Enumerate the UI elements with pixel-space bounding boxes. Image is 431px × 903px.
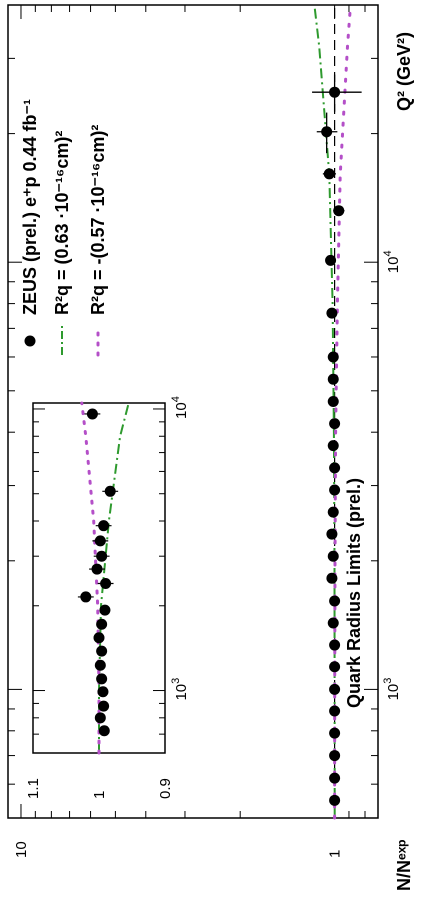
- plot-frame: [7, 4, 379, 819]
- inset-curve-positive-radius: [98, 402, 130, 753]
- x-axis-label: Q² (GeV²): [394, 32, 414, 111]
- data-point: [329, 705, 341, 717]
- inset-data-point: [94, 659, 106, 671]
- data-point: [329, 772, 341, 784]
- data-point: [326, 528, 338, 540]
- inset-data-point: [96, 645, 108, 657]
- data-point: [323, 168, 335, 180]
- inset-y-tick-label: 1: [91, 791, 108, 799]
- legend-label: ZEUS (prel.) e⁺p 0.44 fb⁻¹: [20, 99, 40, 315]
- y-tick-label: 10: [13, 841, 30, 858]
- inset-data-point: [91, 563, 103, 575]
- x-tick-label: 103: [382, 678, 402, 701]
- y-axis-label: N/Nᵉˣᵖ: [394, 840, 414, 891]
- legend-marker-data: [24, 335, 36, 347]
- data-point: [327, 617, 339, 629]
- data-point: [327, 550, 339, 562]
- inset-data-point: [96, 618, 108, 630]
- data-point: [333, 205, 345, 217]
- data-point: [329, 484, 341, 496]
- data-point: [329, 639, 341, 651]
- data-point: [327, 506, 339, 518]
- inset-data-point: [98, 700, 110, 712]
- data-point: [327, 373, 339, 385]
- curve-negative-radius: [333, 3, 352, 820]
- data-point: [329, 418, 341, 430]
- data-point: [329, 794, 341, 806]
- data-point: [329, 595, 341, 607]
- inset-data-point: [80, 591, 92, 603]
- inset-data-point: [93, 632, 105, 644]
- data-point: [326, 572, 338, 584]
- inset-data-point: [96, 550, 108, 562]
- inset-data-point: [96, 673, 108, 685]
- data-point: [325, 254, 337, 266]
- y-tick-label: 1: [327, 850, 344, 858]
- inset-data-point: [94, 712, 106, 724]
- main-title: Quark Radius Limits (prel.): [344, 478, 364, 708]
- data-point: [327, 395, 339, 407]
- x-tick-label: 104: [382, 250, 402, 273]
- data-point: [329, 661, 341, 673]
- inset-y-tick-label: 0.9: [157, 778, 174, 799]
- legend-label: R²q = (0.63 ·10⁻¹⁶cm)²: [52, 131, 72, 315]
- inset-data-point: [97, 686, 109, 698]
- inset-data-point: [98, 725, 110, 737]
- inset-data-point: [86, 408, 98, 420]
- data-point: [329, 727, 341, 739]
- legend-label: R²q = -(0.57 ·10⁻¹⁶cm)²: [88, 125, 108, 315]
- data-point: [329, 462, 341, 474]
- inset-y-tick-label: 1.1: [25, 778, 42, 799]
- inset-curve-negative-radius: [80, 401, 101, 755]
- data-point: [326, 307, 338, 319]
- inset-data-point: [94, 535, 106, 547]
- data-point: [329, 683, 341, 695]
- data-point: [327, 351, 339, 363]
- inset-data-point: [104, 485, 116, 497]
- data-point: [329, 750, 341, 762]
- inset-data-point: [98, 520, 110, 532]
- inset-data-point: [100, 577, 112, 589]
- inset-x-tick-label: 104: [170, 396, 190, 419]
- inset-data-point: [99, 604, 111, 616]
- inset-x-tick-label: 103: [170, 678, 190, 701]
- data-point: [327, 440, 339, 452]
